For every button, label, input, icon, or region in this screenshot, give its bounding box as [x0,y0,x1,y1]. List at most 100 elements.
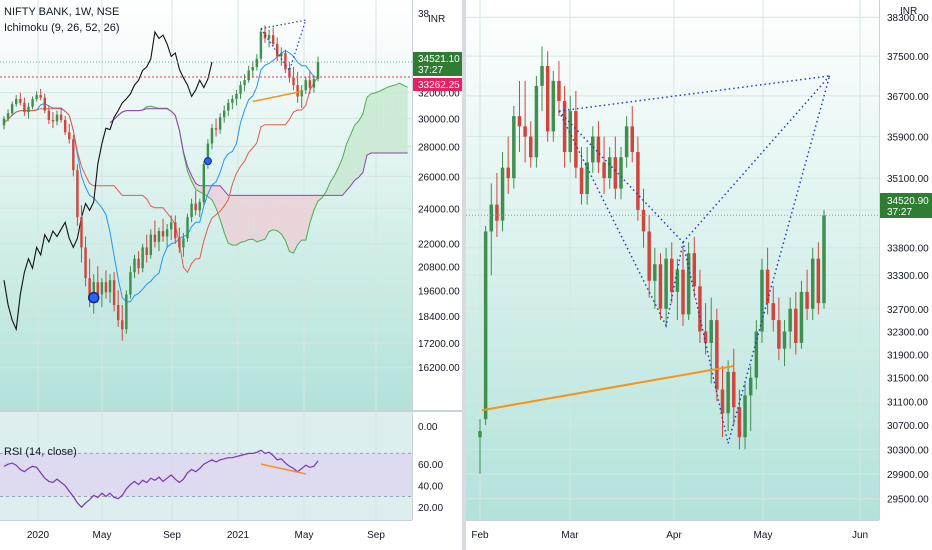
candle-body [84,247,87,279]
candle-body [267,35,271,39]
signal-marker [87,291,100,304]
candle-body [2,118,6,126]
right-chart-svg[interactable]: 29500.00 29900.00 30300.00 30700.00 31100.00… [466,0,932,550]
candle-body [602,162,606,179]
candle-body [47,110,51,120]
price-tick-label: 26000.00 [418,172,460,183]
candle-body [121,320,124,330]
candle-body [210,128,214,144]
candle-body [529,136,533,158]
ichimoku-legend[interactable]: Ichimoku (9, 26, 52, 26) [4,22,120,34]
candle-body [754,331,759,378]
candle-body [169,222,173,230]
harmonic-leg [558,110,684,243]
kumo-segment [264,195,270,240]
candle-body [822,215,826,304]
kumo-segment [379,89,384,153]
candle-body [296,85,299,97]
kumo-segment [191,175,196,190]
candle-body [190,203,193,218]
kumo-segment [391,84,396,153]
candle-body [239,85,242,94]
kumo-segment [269,195,274,232]
price-tick-label: 29900.00 [887,470,929,481]
candle-body [129,272,132,295]
price-tick-label: 33300.00 [887,271,929,282]
candle-body [630,126,635,153]
price-tick-label: 30700.00 [887,421,929,432]
kumo-segment [309,195,314,224]
candle-body [703,331,708,343]
right-chart-pane[interactable]: 29500.00 29900.00 30300.00 30700.00 31100.00… [466,0,932,550]
chikou-span [3,30,213,332]
right-grid [466,0,879,520]
rsi-tick-label: 0.00 [418,422,438,433]
senkou-span-b [109,108,408,196]
kumo-segment [273,195,278,231]
left-chart-svg[interactable]: 16200.00 17200.00 18400.00 19600.00 20800.00… [0,0,462,550]
candle-body [39,95,42,98]
candle-body [182,238,185,248]
candle-body [641,209,646,232]
candle-body [231,98,234,103]
candle-body [300,90,303,97]
pane-divider[interactable] [462,0,466,550]
left-chart-pane[interactable]: 16200.00 17200.00 18400.00 19600.00 20800.00… [0,0,462,550]
candle-body [88,278,91,297]
kumo-segment [346,134,351,191]
last-price-value: 34520.90 [887,196,929,207]
kumo-segment [362,97,367,173]
harmonic-leg [682,75,831,243]
main-plot-background [0,0,412,410]
price-tick-label: 20800.00 [418,262,460,273]
candle-body [178,238,181,248]
candle-body [161,231,165,237]
candle-body [72,139,75,171]
kumo-segment [375,91,380,153]
candle-body [19,98,22,103]
price-tick-label: 18400.00 [418,312,460,323]
kumo-segment [252,195,257,242]
kumo-segment [383,87,388,153]
candle-body [15,98,18,105]
price-tick-label: 33800.00 [887,244,929,255]
time-tick-label: Sep [367,530,385,541]
candle-body [574,111,578,168]
price-tick-label: 24000.00 [418,205,460,216]
trend-line [252,90,302,103]
price-axis-line [412,0,413,520]
candle-body [292,77,295,86]
kumo-segment [248,195,253,240]
candle-body [312,78,316,88]
countdown-value: 37:27 [418,65,443,76]
right-time-axis: Feb Mar Apr May Jun [471,530,868,541]
candle-body [63,119,67,133]
last-price-tag [880,193,932,218]
candle-body [551,80,556,132]
rsi-legend[interactable]: RSI (14, close) [4,446,77,458]
candle-body [80,217,83,248]
price-tick-label: 30300.00 [887,445,929,456]
time-tick-label: Mar [561,530,579,541]
left-currency-label: INR [428,14,446,25]
candle-body [133,258,136,273]
candle-body [263,31,267,39]
symbol-title[interactable]: NIFTY BANK, 1W, NSE [4,6,120,18]
candle-body [591,136,595,163]
price-tick-label: 35100.00 [887,174,929,185]
candle-body [669,258,674,292]
countdown-value: 37:27 [887,207,912,218]
kumo-segment [366,93,372,156]
time-tick-label: Jun [852,530,868,541]
price-tick-label: 37500.00 [887,52,929,63]
price-tick-label: 32000.00 [418,89,460,100]
candle-body [202,164,206,202]
kumo-segment [350,125,355,186]
candle-body [165,229,169,237]
last-price-tag [413,52,462,76]
candle-body [765,269,770,304]
kumo-segment [281,195,286,241]
price-tick-label: 38300.00 [887,13,929,24]
